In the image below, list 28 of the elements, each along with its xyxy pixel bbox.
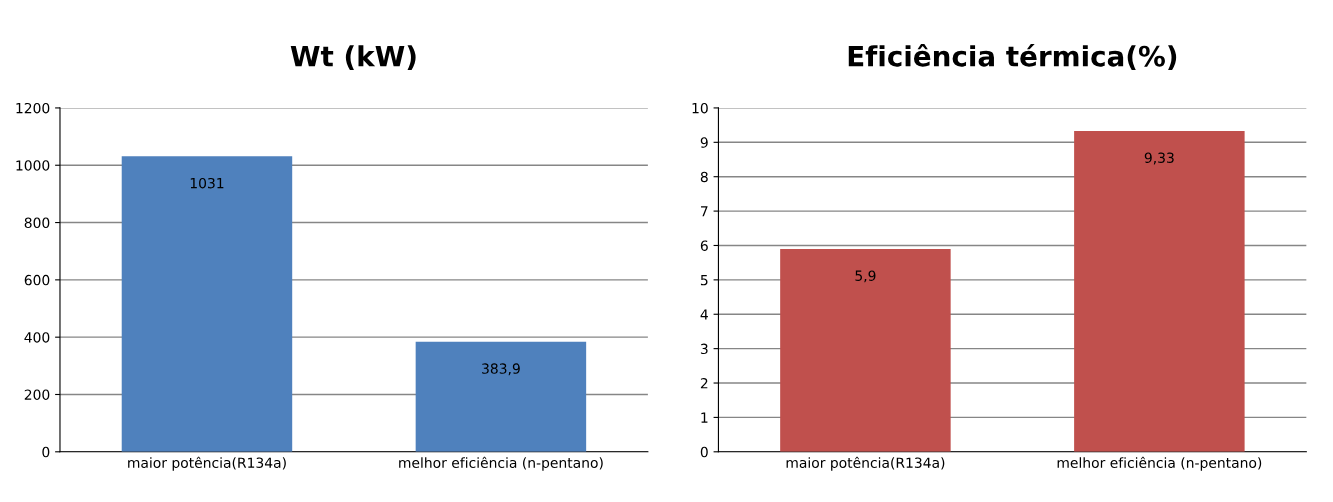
y-tick-label: 1 [701,412,708,423]
y-tick-label: 2 [700,377,708,389]
x-tick-label: maior potência(R134a) [786,456,945,471]
y-tick-label: 0 [700,446,708,458]
y-tick-label: 800 [24,217,50,229]
data-label: 9,33 [1144,152,1174,165]
y-tick-label: 10 [692,102,708,114]
y-tick-label: 400 [24,332,50,343]
y-tick-label: 6 [700,240,708,251]
y-tick-label: 200 [24,389,50,400]
x-tick-label: melhor eficiência (n-pentano) [399,456,603,471]
x-tick-label: melhor eficiência (n-pentano) [1057,456,1262,471]
y-tick-label: 1200 [16,102,50,114]
y-tick-label: 5 [700,275,708,286]
chart-title: Eficiência térmica(%) [848,44,1177,70]
data-label: 383,9 [482,363,520,376]
y-tick-label: 8 [700,171,708,183]
y-tick-label: 600 [24,274,50,286]
y-tick-label: 3 [700,343,708,355]
y-tick-label: 7 [701,206,708,217]
data-label: 1031 [190,177,224,189]
y-tick-label: 0 [42,446,50,458]
y-tick-label: 9 [700,137,708,148]
x-tick-label: maior potência(R134a) [128,456,286,471]
chart-title: Wt (kW) [290,45,416,70]
y-tick-label: 4 [700,309,708,320]
data-label: 5,9 [855,270,876,283]
y-tick-label: 1000 [16,160,50,171]
